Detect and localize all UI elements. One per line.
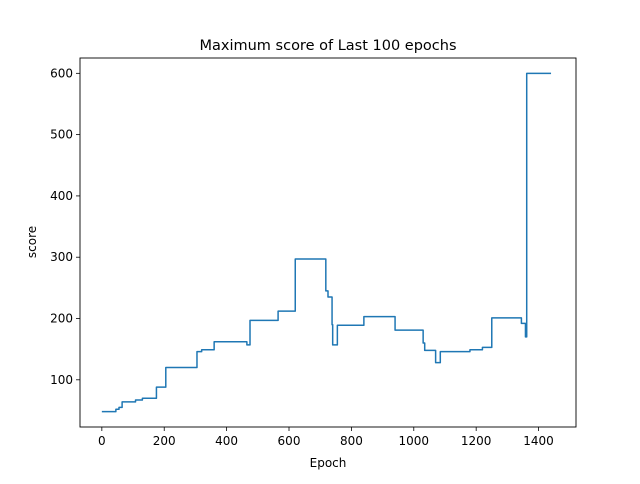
x-axis-label: Epoch: [310, 456, 347, 470]
y-tick-label: 500: [50, 128, 73, 142]
y-tick-label: 300: [50, 250, 73, 264]
series-line-0: [101, 72, 552, 413]
series-layer: [101, 72, 552, 413]
x-tick-label: 0: [98, 434, 106, 448]
y-axis-label: score: [25, 226, 39, 258]
y-tick-label: 100: [50, 373, 73, 387]
x-axis-ticks: 0 200 400 600 800 1000 1200 1400: [98, 427, 554, 448]
y-tick-label: 200: [50, 312, 73, 326]
y-tick-label: 600: [50, 66, 73, 80]
x-tick-label: 200: [153, 434, 176, 448]
x-tick-label: 1000: [399, 434, 430, 448]
y-tick-label: 400: [50, 189, 73, 203]
y-axis-ticks: 100 200 300 400 500 600: [50, 66, 80, 387]
x-tick-label: 1200: [461, 434, 492, 448]
plot-area-frame: [79, 57, 577, 428]
x-tick-label: 400: [215, 434, 238, 448]
x-tick-label: 1400: [523, 434, 554, 448]
chart-title: Maximum score of Last 100 epochs: [199, 38, 456, 54]
x-tick-label: 800: [340, 434, 363, 448]
x-tick-label: 600: [278, 434, 301, 448]
